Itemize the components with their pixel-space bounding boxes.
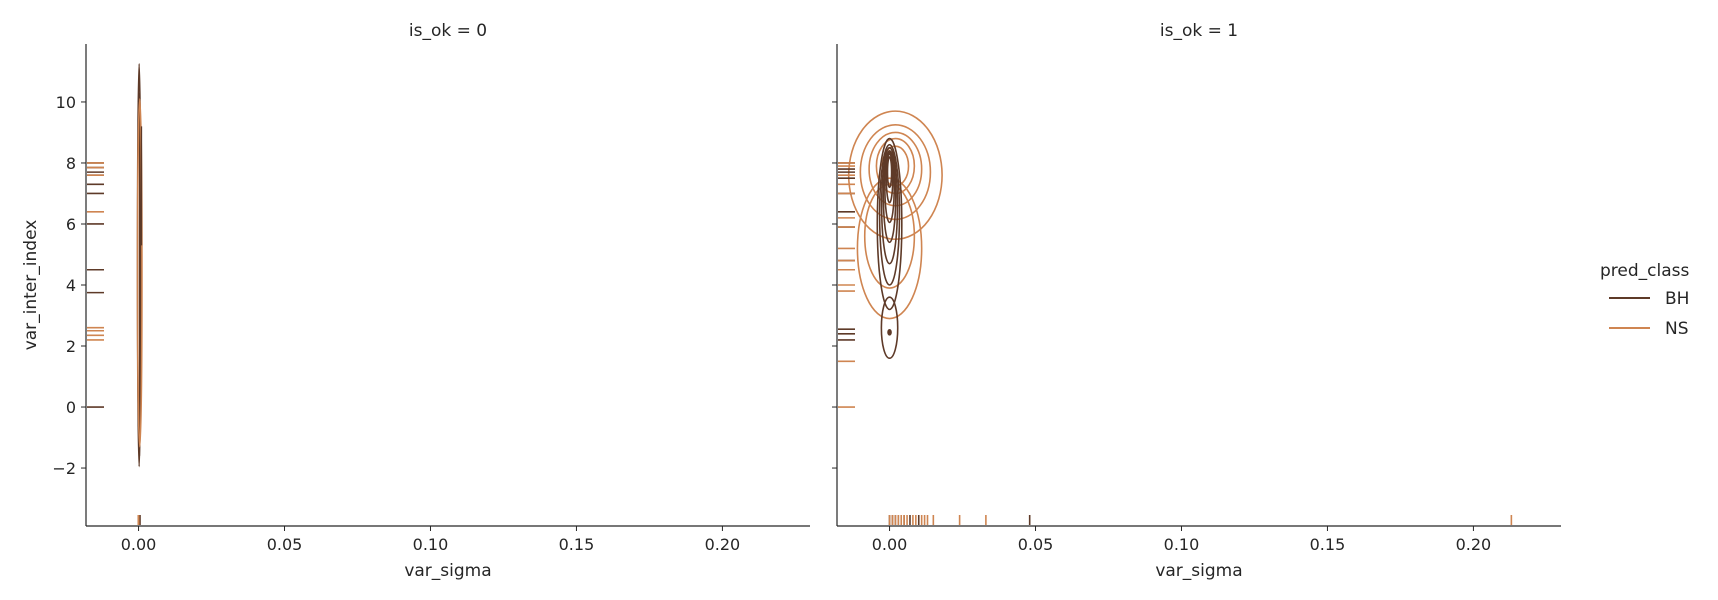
facet-is-ok-1: is_ok = 1 0.00 0.05 0.10 0.15 0.20 var_sigma	[832, 21, 1561, 581]
y-axis-label: var_inter_index	[21, 220, 41, 351]
x-tick-label: 0.05	[1018, 535, 1054, 554]
legend-label: NS	[1665, 319, 1689, 339]
contour-bh	[880, 296, 899, 360]
facet-title: is_ok = 1	[1160, 21, 1238, 41]
y-tick-label: −2	[52, 459, 76, 478]
contour-bh	[876, 137, 903, 311]
contour-bh	[885, 153, 894, 204]
y-tick-label: 6	[66, 215, 76, 234]
contour-bh	[886, 156, 893, 189]
contour-bh	[887, 328, 892, 336]
rug	[838, 162, 1513, 525]
legend: pred_class BH NS	[1600, 261, 1690, 339]
y-tick-label: 2	[66, 337, 76, 356]
contour-bh	[878, 143, 901, 286]
contours	[136, 63, 143, 468]
contour-bh	[884, 151, 896, 224]
x-tick-label: 0.05	[267, 535, 303, 554]
facet-title: is_ok = 0	[409, 21, 487, 41]
x-tick-label: 0.15	[559, 535, 595, 554]
y-tick-label: 10	[56, 93, 76, 112]
legend-label: BH	[1665, 289, 1689, 309]
x-tick-label: 0.00	[872, 535, 908, 554]
y-tick-label: 4	[66, 276, 76, 295]
contour-ns	[863, 183, 916, 289]
x-axis-label: var_sigma	[404, 561, 491, 581]
x-tick-label: 0.10	[413, 535, 449, 554]
contour-ns	[136, 98, 143, 448]
y-tick-label: 0	[66, 398, 76, 417]
facet-is-ok-0: is_ok = 0 0.00 0.05 0.10 0.15 0.20 −2 0 2 4 6 8 10 va…	[21, 21, 810, 581]
x-tick-label: 0.15	[1310, 535, 1346, 554]
x-tick-label: 0.00	[121, 535, 157, 554]
contour-bh	[882, 149, 897, 244]
x-axis-label: var_sigma	[1155, 561, 1242, 581]
contours	[847, 110, 943, 360]
x-tick-label: 0.10	[1164, 535, 1200, 554]
contour-bh	[880, 146, 899, 265]
y-tick-label: 8	[66, 154, 76, 173]
rug	[87, 162, 141, 525]
x-tick-label: 0.20	[1456, 535, 1492, 554]
x-tick-label: 0.20	[705, 535, 741, 554]
legend-title: pred_class	[1600, 261, 1690, 281]
contour-ns	[856, 177, 923, 320]
